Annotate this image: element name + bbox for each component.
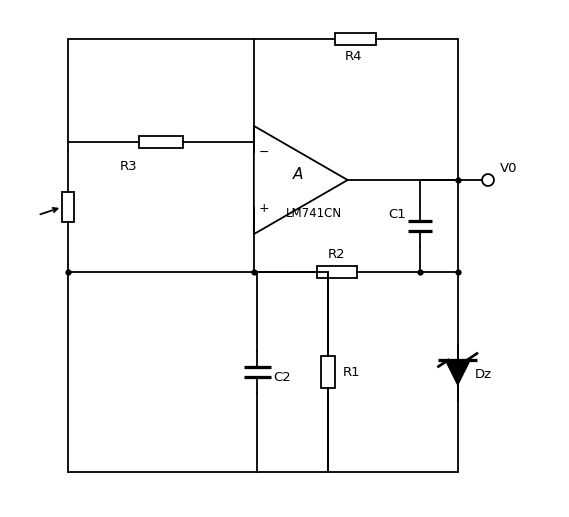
Text: $-$: $-$ [258, 145, 269, 158]
Text: C2: C2 [274, 371, 291, 384]
Text: R1: R1 [343, 366, 361, 378]
Text: R2: R2 [328, 248, 345, 261]
Text: V0: V0 [500, 162, 517, 175]
Text: R3: R3 [119, 160, 137, 173]
Text: LM741CN: LM741CN [286, 207, 343, 220]
Bar [62, 192, 74, 222]
Polygon shape [446, 360, 470, 384]
Text: R4: R4 [344, 50, 362, 63]
Text: $+$: $+$ [258, 202, 269, 215]
Bar [336, 33, 376, 45]
Text: A: A [293, 167, 303, 182]
Text: Dz: Dz [475, 369, 492, 382]
Bar [139, 136, 183, 148]
Bar [316, 266, 357, 278]
Text: C1: C1 [388, 208, 406, 221]
Bar [321, 356, 335, 388]
